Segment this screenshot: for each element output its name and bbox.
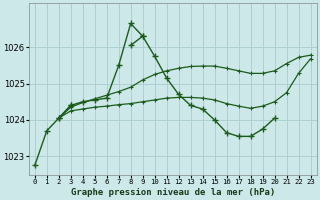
X-axis label: Graphe pression niveau de la mer (hPa): Graphe pression niveau de la mer (hPa) bbox=[70, 188, 275, 197]
